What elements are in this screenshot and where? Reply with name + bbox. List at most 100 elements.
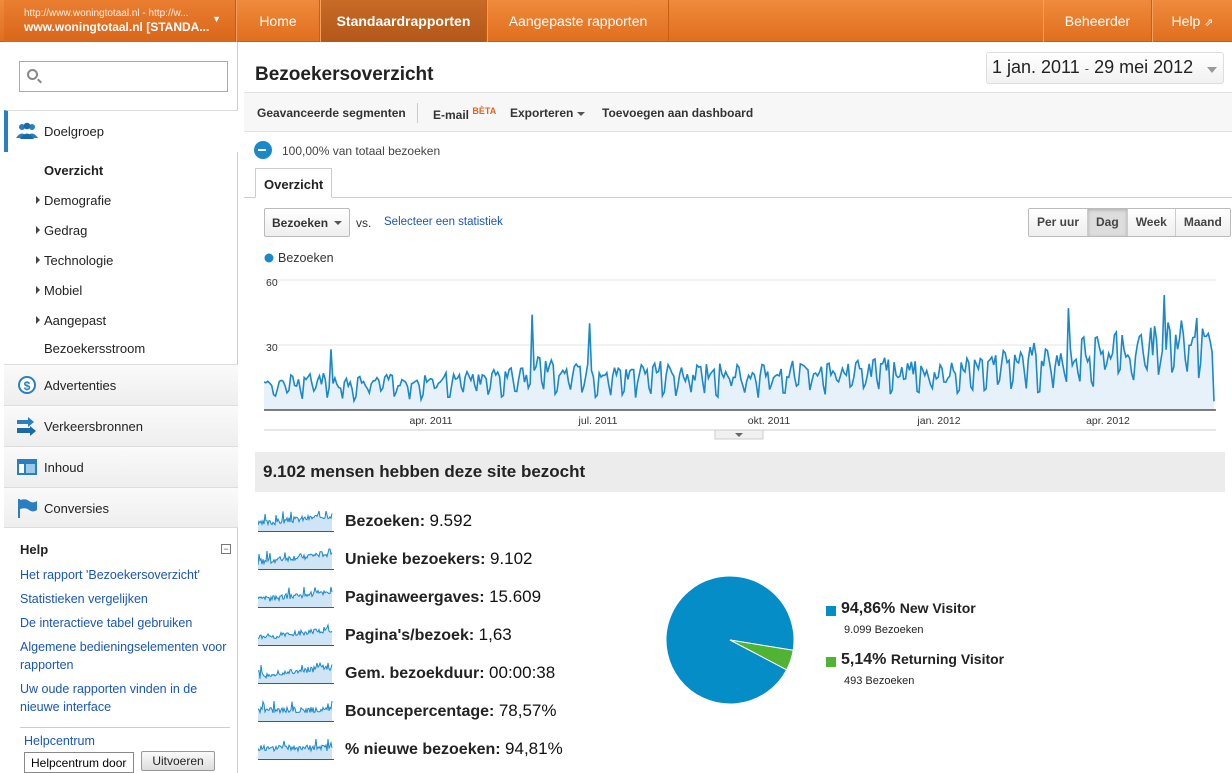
legend-count: 493 Bezoeken [844, 675, 915, 687]
sparkline [258, 586, 334, 608]
metric-value: 78,57% [498, 701, 557, 720]
export-button[interactable]: Exporteren [510, 106, 586, 120]
sidebar-item-label: Doelgroep [44, 124, 104, 139]
help-link[interactable]: Het rapport 'Bezoekersoverzicht' [20, 568, 200, 582]
search-input[interactable] [19, 61, 228, 92]
metric-label: Paginaweergaves: [345, 589, 485, 606]
sidebar: Doelgroep Overzicht Demografie Gedrag Te… [4, 42, 238, 773]
legend-pct-value: 5,14% [841, 651, 887, 668]
date-start: 1 jan. 2011 [992, 57, 1080, 77]
sidebar-item-label: Inhoud [44, 460, 84, 475]
metric-value: 15.609 [489, 587, 542, 606]
y-axis-labels: 30 60 [266, 277, 278, 354]
nav-home[interactable]: Home [236, 0, 320, 42]
tab-divider [244, 197, 1232, 198]
people-icon [16, 122, 38, 139]
sidebar-item-traffic-sources[interactable]: Verkeersbronnen [4, 405, 238, 446]
flag-icon [18, 499, 37, 518]
metric-text: Gem. bezoekduur: 00:00:38 [345, 663, 555, 683]
help-link[interactable]: De interactieve tabel gebruiken [20, 616, 193, 630]
date-range-picker[interactable]: 1 jan. 2011 - 29 mei 2012 [986, 52, 1224, 84]
sidebar-item-mobile[interactable]: Mobiel [35, 283, 83, 298]
top-bar: http://www.woningtotaal.nl - http://w...… [0, 0, 1232, 42]
sidebar-item-label: Verkeersbronnen [44, 419, 144, 434]
sidebar-item-custom[interactable]: Aangepast [35, 313, 107, 328]
date-separator: - [1084, 61, 1090, 76]
metric-text: Bezoeken: 9.592 [345, 511, 472, 531]
help-link[interactable]: Algemene bedieningselementen voor rappor… [20, 640, 227, 672]
metric-value: 9.592 [429, 511, 473, 530]
run-button[interactable]: Uitvoeren [141, 751, 215, 771]
sidebar-item-behavior[interactable]: Gedrag [35, 223, 88, 238]
sidebar-item-technology[interactable]: Technologie [35, 253, 114, 268]
report-toolbar: Geavanceerde segmenten E-mail BÈTA Expor… [244, 92, 1232, 132]
collapse-icon[interactable]: − [221, 544, 231, 554]
sidebar-item-content[interactable]: Inhoud [4, 446, 238, 487]
segment-pie-icon [254, 141, 272, 159]
metric-value: 00:00:38 [489, 663, 556, 682]
nav-help[interactable]: Help ⇗ [1152, 0, 1232, 42]
select-statistic-link[interactable]: Selecteer een statistiek [384, 216, 503, 228]
nav-standard-reports[interactable]: Standaardrapporten [320, 0, 487, 42]
svg-text:$: $ [24, 379, 31, 393]
help-title: Help [20, 542, 49, 557]
legend-name: Returning Visitor [890, 651, 1005, 667]
tab-overview[interactable]: Overzicht [255, 168, 332, 198]
help-link[interactable]: Statistieken vergelijken [20, 592, 148, 606]
sparkline [258, 510, 334, 532]
date-end: 29 mei 2012 [1094, 57, 1194, 77]
sidebar-item-label: Advertenties [44, 378, 117, 393]
granularity-month[interactable]: Maand [1175, 209, 1230, 236]
account-profile: www.woningtotaal.nl [STANDA... [24, 20, 210, 34]
legend-pct: 5,14% Returning Visitor [841, 651, 1004, 669]
granularity-week[interactable]: Week [1127, 209, 1176, 236]
sidebar-item-overview[interactable]: Overzicht [44, 163, 104, 178]
sidebar-item-conversions[interactable]: Conversies [4, 487, 238, 528]
sparkline [258, 548, 334, 570]
granularity-day[interactable]: Dag [1088, 209, 1128, 236]
advanced-segments-button[interactable]: Geavanceerde segmenten [257, 106, 406, 120]
main-content: Bezoekersoverzicht 1 jan. 2011 - 29 mei … [244, 42, 1232, 773]
metric-text: Unieke bezoekers: 9.102 [345, 549, 533, 569]
sidebar-item-advertising[interactable]: $ Advertenties [4, 364, 238, 405]
metric-select[interactable]: Bezoeken [264, 208, 350, 237]
add-to-dashboard-button[interactable]: Toevoegen aan dashboard [602, 106, 754, 120]
y-tick-label: 60 [266, 277, 278, 289]
segment-summary: 100,00% van totaal bezoeken [282, 144, 441, 158]
legend-count: 9.099 Bezoeken [844, 624, 924, 636]
nav-admin[interactable]: Beheerder [1043, 0, 1152, 42]
sidebar-item-demographics[interactable]: Demografie [35, 193, 112, 208]
x-tick-label: apr. 2011 [409, 415, 452, 427]
metric-select-value: Bezoeken [272, 216, 329, 230]
page-title: Bezoekersoverzicht [255, 64, 434, 85]
metric-text: % nieuwe bezoeken: 94,81% [345, 739, 563, 759]
chevron-down-icon [577, 111, 586, 116]
help-link[interactable]: Uw oude rapporten vinden in de nieuwe in… [20, 682, 198, 714]
chevron-down-icon [334, 221, 342, 225]
sidebar-item-visitor-flow[interactable]: Bezoekersstroom [44, 341, 146, 356]
x-tick-label: jan. 2012 [916, 415, 960, 427]
external-link-icon: ⇗ [1204, 17, 1214, 29]
account-selector[interactable]: http://www.woningtotaal.nl - http://w...… [4, 0, 236, 42]
arrows-icon [17, 417, 36, 436]
chart-area-fill [264, 295, 1214, 410]
export-label: Exporteren [510, 106, 574, 120]
content-icon [17, 459, 37, 475]
helpcenter-search-input[interactable] [24, 752, 134, 773]
granularity-toggle: Per uur Dag Week Maand [1028, 208, 1231, 237]
beta-badge: BÈTA [472, 106, 497, 116]
metric-label: Gem. bezoekduur: [345, 665, 485, 682]
granularity-hour[interactable]: Per uur [1029, 209, 1089, 236]
expand-chart-handle[interactable] [714, 429, 764, 440]
x-tick-label: okt. 2011 [748, 415, 791, 427]
sparkline [258, 623, 334, 646]
visitor-type-pie-chart[interactable] [652, 562, 808, 718]
sidebar-item-audience[interactable]: Doelgroep [4, 110, 238, 152]
helpcenter-link[interactable]: Helpcentrum [24, 734, 95, 748]
visits-line-chart[interactable]: Bezoeken 30 60 apr. 2011 jul. 2011 okt. 201… [264, 245, 1216, 442]
pie-slice[interactable] [727, 639, 794, 671]
legend-pct: 94,86% New Visitor [841, 600, 976, 618]
nav-custom-reports[interactable]: Aangepaste rapporten [487, 0, 669, 42]
summary-header: 9.102 mensen hebben deze site bezocht [255, 452, 1225, 492]
email-button[interactable]: E-mail BÈTA [433, 106, 496, 122]
